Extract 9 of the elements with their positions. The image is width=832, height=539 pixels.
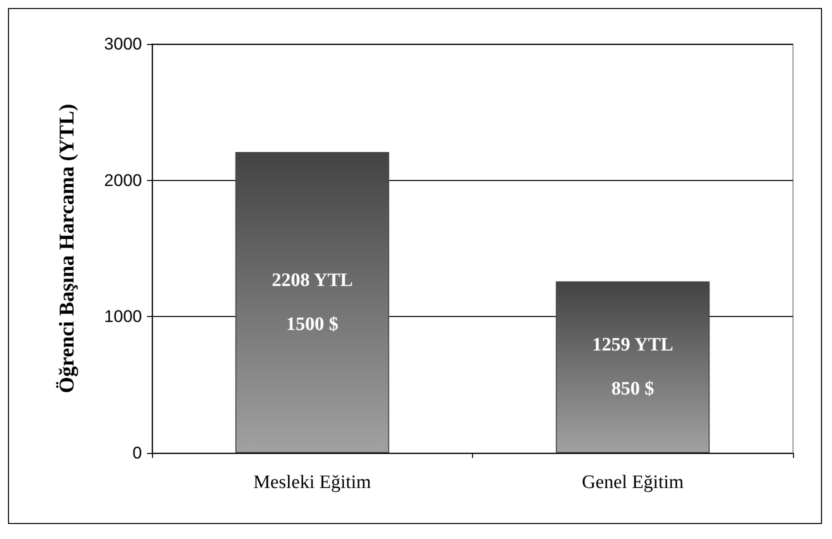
y-tick-label: 2000 — [104, 170, 142, 190]
text: 2208 YTL 1500 $ — [272, 270, 353, 335]
y-tick-label: 1000 — [104, 307, 142, 326]
x-tick-label: Mesleki Eğitim — [253, 472, 372, 493]
text: 1259 YTL 850 $ — [592, 334, 674, 400]
y-tick-label: 3000 — [104, 34, 142, 54]
y-axis-title: Öğrenci Başına Harcama (YTL) — [54, 104, 78, 394]
x-tick-label: Genel Eğitim — [582, 472, 684, 493]
y-tick-label: 0 — [132, 444, 142, 462]
